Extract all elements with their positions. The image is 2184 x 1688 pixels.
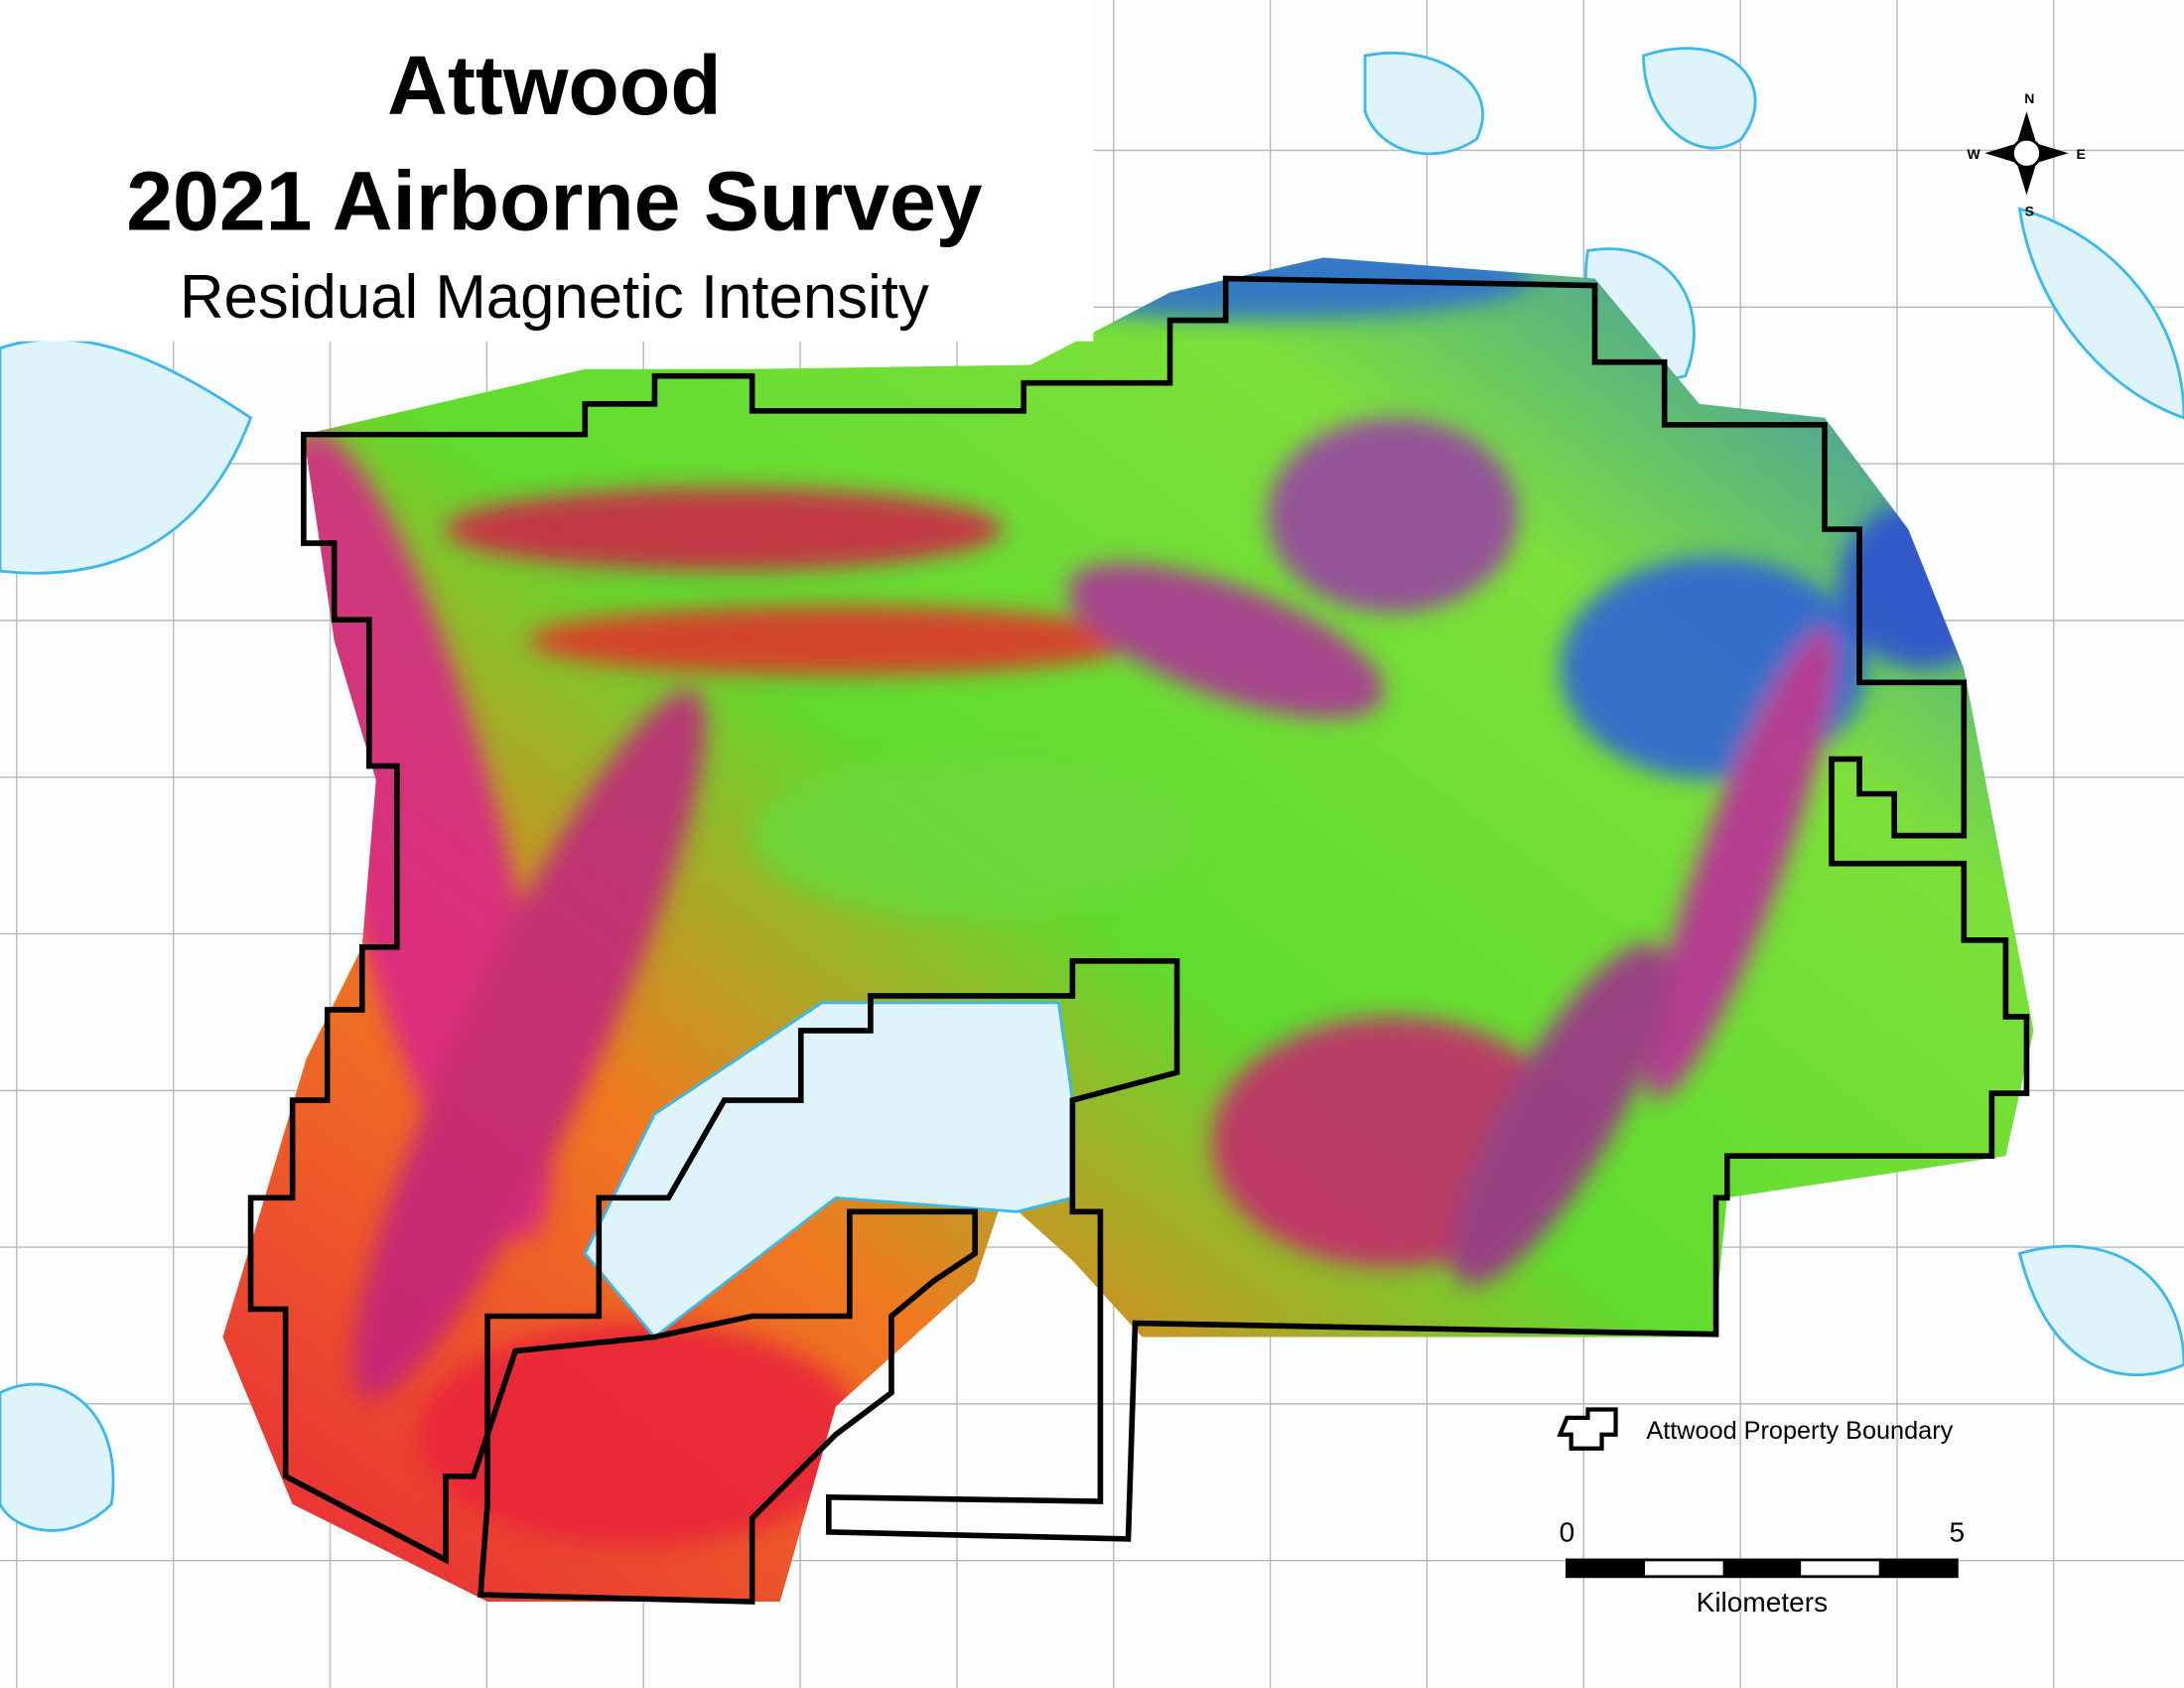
compass-label: S — [2025, 203, 2034, 218]
compass-label: N — [2024, 90, 2034, 106]
subtitle: Residual Magnetic Intensity — [180, 263, 929, 332]
title: Attwood — [387, 39, 722, 132]
lakes — [0, 47, 2184, 1532]
scale-label: 5 — [1949, 1517, 1965, 1548]
compass-rose: N S E W — [1968, 90, 2086, 219]
property-boundary — [247, 275, 2030, 1605]
compass-label: E — [2076, 146, 2085, 162]
title-box — [0, 0, 1094, 342]
scale-label: 0 — [1560, 1517, 1575, 1548]
title: 2021 Airborne Survey — [126, 154, 983, 247]
scale-unit: Kilometers — [1697, 1587, 1829, 1618]
legend-label: Attwood Property Boundary — [1646, 1417, 1953, 1445]
legend-symbol — [1557, 1407, 1618, 1451]
scale-bar — [1566, 1558, 1959, 1579]
central-lake — [583, 1001, 1074, 1339]
compass-label: W — [1968, 146, 1981, 162]
